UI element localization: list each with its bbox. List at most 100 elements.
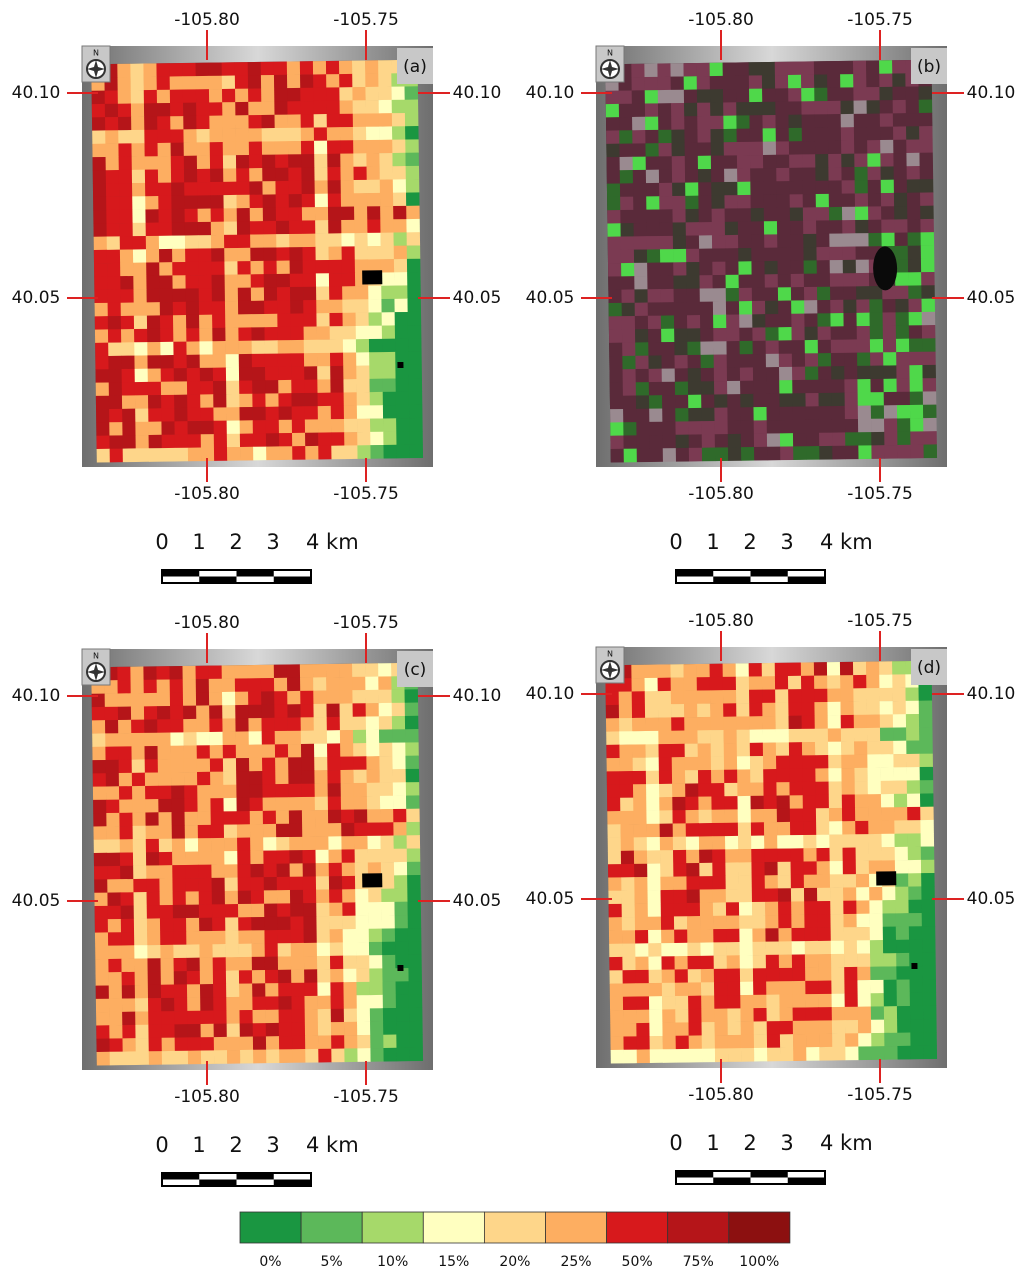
raster-cell [645, 704, 659, 718]
raster-cell [121, 919, 135, 933]
raster-cell [331, 419, 345, 433]
raster-cell [816, 220, 830, 234]
raster-cell [701, 355, 715, 369]
raster-cell [766, 380, 780, 394]
raster-cell [672, 209, 686, 223]
raster-cell [120, 263, 134, 277]
raster-cell [740, 968, 754, 982]
raster-cell [406, 795, 420, 809]
raster-cell [96, 396, 110, 410]
raster-cell [606, 705, 620, 719]
raster-cell [608, 276, 622, 290]
raster-cell [684, 76, 698, 90]
raster-cell [107, 879, 121, 893]
raster-cell [240, 447, 254, 461]
raster-cell [200, 997, 214, 1011]
raster-cell [339, 677, 353, 691]
raster-cell [134, 355, 148, 369]
raster-cell [144, 90, 158, 104]
scale-segment [676, 570, 713, 577]
raster-cell [340, 717, 354, 731]
raster-cell [227, 1023, 241, 1037]
raster-cell [174, 355, 188, 369]
raster-cell [393, 822, 407, 836]
raster-cell [250, 824, 264, 838]
raster-cell [288, 770, 302, 784]
raster-cell [711, 182, 725, 196]
raster-cell [775, 703, 789, 717]
raster-cell [908, 299, 922, 313]
raster-cell [265, 996, 279, 1010]
raster-cell [699, 249, 713, 263]
raster-cell [224, 851, 238, 865]
raster-cell [226, 341, 240, 355]
raster-cell [105, 747, 119, 761]
raster-cell [329, 273, 343, 287]
raster-cell [330, 353, 344, 367]
raster-cell [302, 181, 316, 195]
raster-cell [108, 945, 122, 959]
raster-cell [673, 837, 687, 851]
raster-cell [922, 338, 936, 352]
raster-cell [831, 326, 845, 340]
raster-cell [686, 262, 700, 276]
raster-cell [380, 769, 394, 783]
raster-cell [276, 207, 290, 221]
raster-cell [621, 851, 635, 865]
raster-cell [378, 73, 392, 87]
raster-cell [738, 809, 752, 823]
raster-cell [713, 916, 727, 930]
raster-cell [300, 61, 314, 75]
raster-cell [754, 1021, 768, 1035]
raster-cell [316, 273, 330, 287]
raster-cell [804, 901, 818, 915]
raster-cell [843, 247, 857, 261]
scale-label: 1 [706, 530, 719, 554]
raster-cell [107, 289, 121, 303]
raster-cell [752, 889, 766, 903]
raster-cell [726, 288, 740, 302]
raster-cell [288, 128, 302, 142]
raster-cell [199, 891, 213, 905]
raster-cell [712, 235, 726, 249]
raster-cell [698, 142, 712, 156]
raster-cell [93, 183, 107, 197]
lat-label-left: 40.10 [12, 686, 61, 706]
raster-cell [856, 313, 870, 327]
raster-cell [249, 142, 263, 156]
raster-cell [132, 799, 146, 813]
raster-cell [776, 742, 790, 756]
raster-cell [379, 113, 393, 127]
raster-cell [105, 733, 119, 747]
raster-cell [343, 366, 357, 380]
raster-cell [292, 1009, 306, 1023]
raster-cell [328, 220, 342, 234]
raster-cell [106, 210, 120, 224]
raster-cell [107, 892, 121, 906]
raster-cell [212, 341, 226, 355]
raster-cell [277, 903, 291, 917]
raster-cell [227, 420, 241, 434]
raster-cell [689, 448, 703, 462]
raster-cell [184, 759, 198, 773]
raster-cell [923, 1006, 937, 1020]
raster-cell [365, 663, 379, 677]
raster-cell [801, 61, 815, 75]
raster-cell [725, 849, 739, 863]
raster-cell [855, 180, 869, 194]
raster-cell [753, 1008, 767, 1022]
lat-label-right: 40.10 [453, 83, 502, 103]
raster-cell [661, 302, 675, 316]
raster-cell [183, 706, 197, 720]
raster-cell [634, 850, 648, 864]
raster-cell [197, 169, 211, 183]
raster-cell [305, 406, 319, 420]
raster-cell [279, 446, 293, 460]
raster-cell [724, 195, 738, 209]
raster-cell [251, 904, 265, 918]
raster-cell [96, 436, 110, 450]
raster-cell [736, 89, 750, 103]
raster-cell [892, 87, 906, 101]
raster-cell [919, 113, 933, 127]
raster-cell [197, 785, 211, 799]
